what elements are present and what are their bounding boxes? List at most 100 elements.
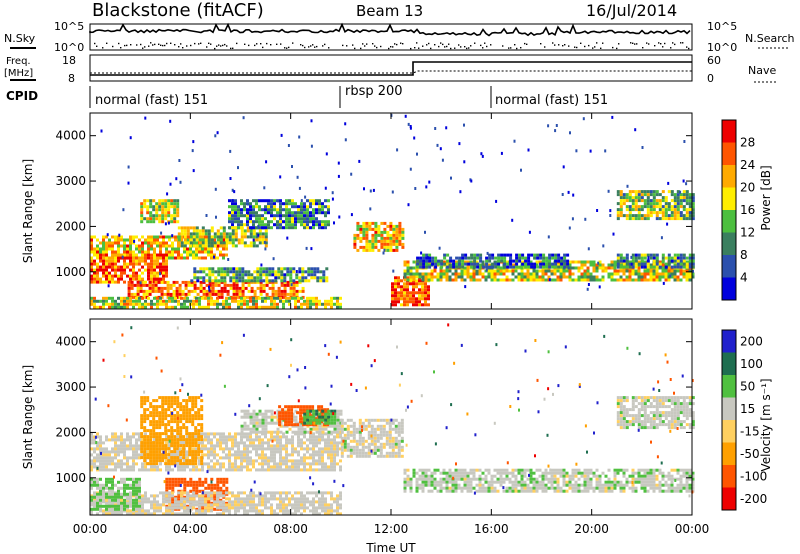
power-cell (511, 263, 515, 267)
power-cell (518, 256, 522, 260)
nsearch-point (256, 43, 258, 45)
power-cell (153, 265, 156, 269)
power-cell (386, 242, 390, 246)
power-cell (181, 280, 185, 284)
velocity-cell (149, 462, 153, 466)
power-cell (524, 259, 528, 263)
velocity-cell (191, 399, 195, 403)
velocity-cell (303, 432, 306, 436)
power-cell (180, 241, 184, 245)
velocity-cell (161, 408, 165, 412)
velocity-cell (318, 430, 322, 434)
power-cell (619, 256, 623, 260)
power-cell (279, 217, 282, 221)
power-cell (428, 256, 432, 260)
velocity-cell (207, 447, 210, 451)
power-cell (424, 230, 426, 234)
velocity-cell (173, 447, 177, 451)
velocity-cell (303, 468, 306, 472)
velocity-cell (339, 409, 343, 413)
power-cell (318, 199, 321, 203)
velocity-cell (126, 465, 129, 469)
power-cell (682, 272, 686, 276)
velocity-cell (210, 483, 214, 487)
power-cell (102, 268, 105, 272)
power-cell (102, 247, 105, 251)
power-cell (512, 259, 516, 263)
velocity-cell (200, 417, 204, 421)
power-cell (282, 302, 285, 306)
velocity-cell (161, 432, 165, 436)
power-cell (481, 154, 484, 158)
power-cell (238, 273, 242, 277)
power-cell (403, 288, 406, 292)
velocity-cell (174, 495, 178, 499)
power-cell (304, 279, 308, 283)
velocity-cell (173, 456, 177, 460)
power-cell (150, 238, 153, 242)
power-cell (643, 199, 647, 203)
velocity-cell (195, 435, 198, 439)
velocity-cell (194, 426, 198, 430)
power-cell (175, 177, 178, 181)
velocity-cell (282, 447, 285, 451)
power-cell (457, 275, 461, 279)
velocity-cell (306, 444, 309, 448)
power-cell (288, 226, 291, 230)
power-cell (418, 279, 421, 283)
velocity-cell (327, 453, 330, 457)
velocity-cell (167, 402, 171, 406)
power-cell (454, 269, 458, 273)
velocity-cell (276, 409, 280, 413)
power-cell (291, 296, 294, 300)
power-cell (377, 248, 381, 252)
power-cell (90, 296, 93, 300)
velocity-cell (330, 444, 333, 448)
power-cell (141, 302, 144, 306)
nsearch-point (182, 47, 184, 49)
velocity-cell (204, 432, 207, 436)
power-cell (374, 245, 378, 249)
power-cell (241, 283, 245, 287)
power-cell (90, 268, 93, 272)
power-cell (616, 269, 620, 273)
power-cell (225, 296, 228, 300)
power-cell (437, 262, 441, 266)
power-cell (250, 279, 254, 283)
power-cell (265, 270, 269, 274)
power-cell (155, 217, 159, 221)
power-cell (130, 295, 134, 299)
power-cell (583, 278, 587, 282)
power-cell (616, 193, 620, 197)
power-cell (406, 266, 410, 270)
power-cell (165, 262, 168, 266)
power-cell (249, 205, 252, 209)
power-cell (270, 202, 273, 206)
velocity-cell (267, 409, 271, 413)
power-cell (586, 272, 590, 276)
velocity-cell (258, 456, 261, 460)
nsearch-point (130, 44, 132, 46)
velocity-cell (179, 432, 183, 436)
power-cell (176, 214, 180, 218)
velocity-cell (90, 512, 93, 516)
power-cell (258, 229, 262, 233)
nsearch-point (564, 44, 566, 46)
power-cell (520, 275, 524, 279)
velocity-cell (273, 453, 276, 457)
velocity-cell (333, 427, 337, 431)
power-cell (303, 302, 306, 306)
power-cell (601, 269, 605, 273)
power-cell (511, 269, 515, 273)
power-cell (165, 244, 168, 248)
power-cell (587, 247, 590, 251)
velocity-cell (324, 441, 327, 445)
power-cell (499, 266, 503, 270)
power-cell (243, 205, 246, 209)
velocity-cell (315, 459, 318, 463)
nsearch-point (580, 42, 582, 44)
power-cell (99, 277, 102, 281)
power-cell (96, 299, 99, 303)
power-cell (90, 244, 93, 248)
power-cell (395, 242, 399, 246)
